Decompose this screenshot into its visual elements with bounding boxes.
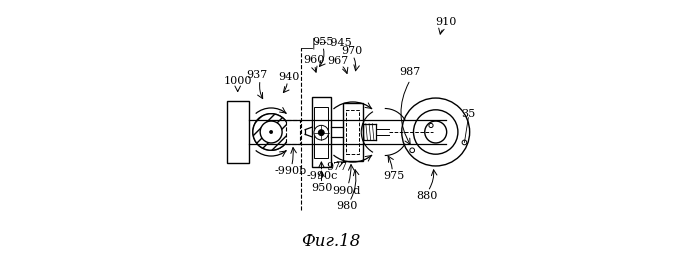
Bar bbox=[343, 103, 363, 161]
Circle shape bbox=[253, 114, 289, 150]
Text: 950: 950 bbox=[311, 183, 333, 193]
Bar bbox=[315, 107, 328, 158]
Bar bbox=[347, 110, 359, 154]
Circle shape bbox=[253, 114, 289, 150]
Text: 937: 937 bbox=[246, 69, 268, 79]
Circle shape bbox=[402, 98, 470, 166]
Text: 960: 960 bbox=[303, 55, 325, 65]
Text: 990d: 990d bbox=[333, 186, 361, 196]
Text: 910: 910 bbox=[435, 17, 457, 27]
Circle shape bbox=[318, 130, 324, 136]
Circle shape bbox=[414, 110, 458, 154]
Text: 940: 940 bbox=[279, 72, 300, 82]
Text: Фиг.18: Фиг.18 bbox=[301, 233, 361, 250]
Bar bbox=[226, 101, 249, 163]
Text: -990b: -990b bbox=[275, 166, 307, 176]
Circle shape bbox=[270, 130, 273, 134]
Circle shape bbox=[410, 148, 415, 153]
Text: 980: 980 bbox=[336, 201, 358, 211]
Text: 970: 970 bbox=[342, 46, 363, 56]
Text: 987: 987 bbox=[399, 67, 420, 77]
Text: 967: 967 bbox=[327, 56, 348, 67]
Circle shape bbox=[260, 121, 282, 143]
Circle shape bbox=[429, 123, 433, 128]
Text: -990c: -990c bbox=[306, 171, 338, 181]
Bar bbox=[312, 97, 331, 167]
Text: 977: 977 bbox=[326, 162, 347, 172]
Text: 35: 35 bbox=[461, 109, 475, 119]
Circle shape bbox=[314, 125, 329, 140]
Text: |--- 945: |--- 945 bbox=[312, 37, 352, 49]
Text: 1000: 1000 bbox=[224, 76, 252, 86]
Circle shape bbox=[425, 121, 447, 143]
Text: 975: 975 bbox=[383, 171, 405, 181]
Text: 880: 880 bbox=[416, 191, 438, 201]
Bar bbox=[285, 120, 300, 144]
Text: 955: 955 bbox=[312, 37, 334, 47]
Circle shape bbox=[462, 140, 467, 145]
